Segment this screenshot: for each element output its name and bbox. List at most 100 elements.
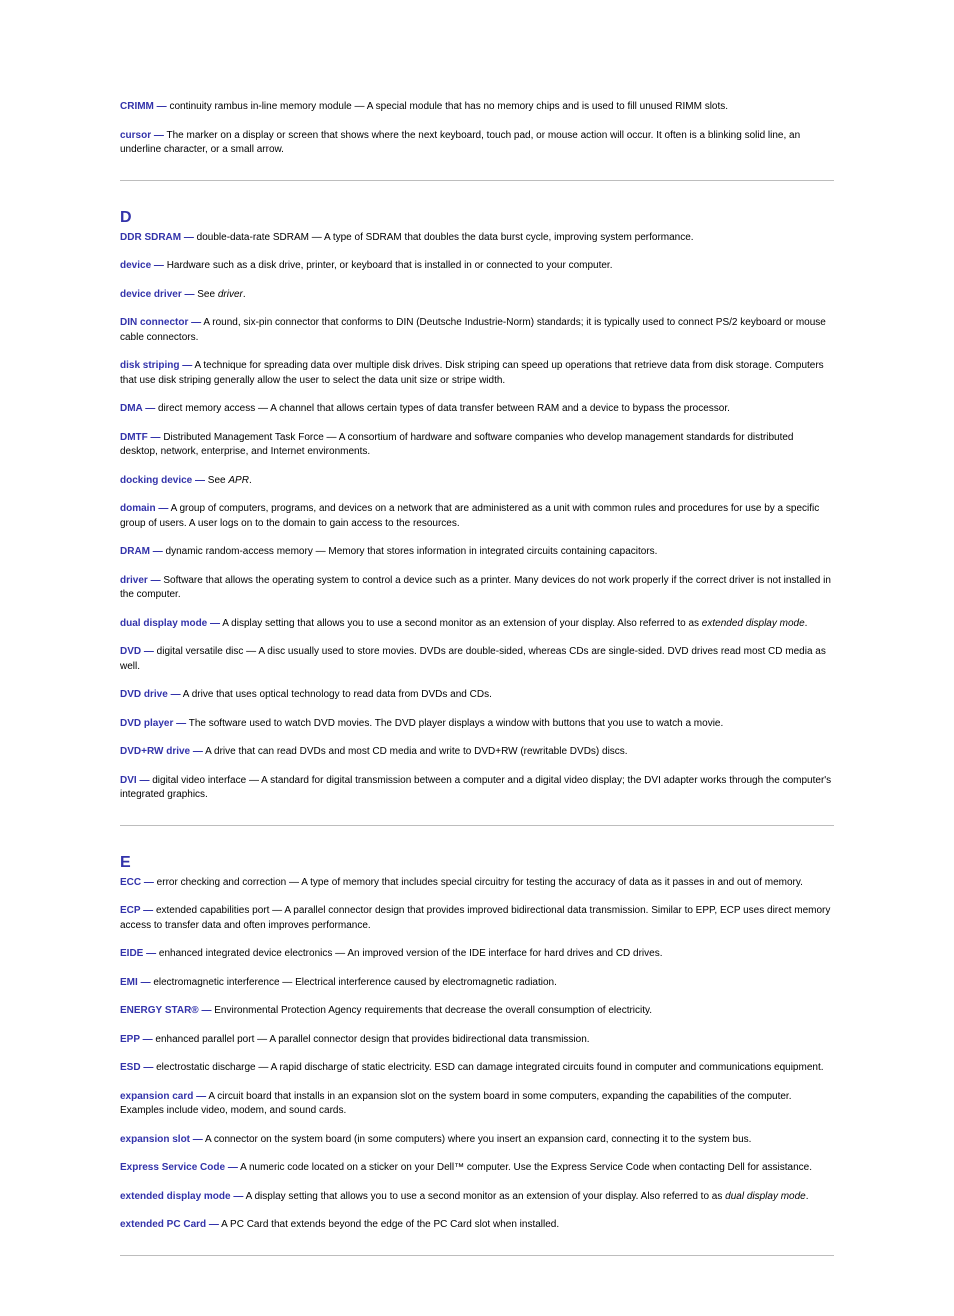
entry-dash: — — [141, 977, 151, 988]
glossary-entry: Express Service Code — A numeric code lo… — [120, 1161, 834, 1176]
glossary-entry: DVI — digital video interface — A standa… — [120, 774, 834, 803]
glossary-term: driver — [120, 575, 151, 586]
see-reference: APR — [228, 475, 249, 486]
glossary-term: docking device — [120, 475, 195, 486]
glossary-definition: direct memory access — A channel that al… — [155, 403, 730, 414]
glossary-definition: A circuit board that installs in an expa… — [120, 1091, 791, 1117]
glossary-definition: Distributed Management Task Force — A co… — [120, 432, 793, 458]
see-reference: extended display mode — [702, 618, 805, 629]
glossary-entry: disk striping — A technique for spreadin… — [120, 359, 834, 388]
glossary-definition: A group of computers, programs, and devi… — [120, 503, 819, 529]
entry-dash: — — [153, 546, 163, 557]
glossary-definition: A connector on the system board (in some… — [203, 1134, 752, 1145]
glossary-definition: A display setting that allows you to use… — [220, 618, 702, 629]
glossary-definition: extended capabilities port — A parallel … — [120, 905, 830, 931]
glossary-term: disk striping — [120, 360, 182, 371]
entry-dash: — — [209, 1219, 219, 1230]
entry-dash: — — [145, 403, 155, 414]
entry-dash: — — [191, 317, 201, 328]
glossary-term: DRAM — [120, 546, 153, 557]
glossary-entry: DMA — direct memory access — A channel t… — [120, 402, 834, 417]
glossary-definition: A numeric code located on a sticker on y… — [238, 1162, 812, 1173]
glossary-term: ECP — [120, 905, 143, 916]
glossary-term: DVD+RW drive — [120, 746, 193, 757]
glossary-definition: A display setting that allows you to use… — [243, 1191, 725, 1202]
section-heading: E — [120, 854, 834, 872]
entry-dash: — — [210, 618, 220, 629]
entry-dash: — — [184, 289, 194, 300]
glossary-entry: extended display mode — A display settin… — [120, 1190, 834, 1205]
glossary-term: DVD — [120, 646, 144, 657]
glossary-term: ENERGY STAR® — [120, 1005, 201, 1016]
glossary-term: CRIMM — [120, 101, 157, 112]
glossary-definition: dynamic random-access memory — Memory th… — [163, 546, 658, 557]
glossary-term: EPP — [120, 1034, 143, 1045]
glossary-term: device — [120, 260, 154, 271]
glossary-definition: A technique for spreading data over mult… — [120, 360, 824, 386]
entry-dash: — — [184, 232, 194, 243]
entry-dash: — — [157, 101, 167, 112]
entry-dash: — — [195, 475, 205, 486]
glossary-definition: continuity rambus in-line memory module … — [167, 101, 728, 112]
glossary-term: extended display mode — [120, 1191, 233, 1202]
entry-dash: — — [154, 260, 164, 271]
definition-tail: . — [243, 289, 246, 300]
glossary-definition: enhanced parallel port — A parallel conn… — [153, 1034, 590, 1045]
entry-dash: — — [143, 1062, 153, 1073]
glossary-entry: EIDE — enhanced integrated device electr… — [120, 947, 834, 962]
glossary-term: DVD drive — [120, 689, 171, 700]
glossary-term: DMTF — [120, 432, 151, 443]
glossary-term: cursor — [120, 130, 154, 141]
entry-dash: — — [144, 646, 154, 657]
entry-dash: — — [233, 1191, 243, 1202]
section-divider — [120, 825, 834, 826]
glossary-definition: See — [205, 475, 228, 486]
definition-tail: . — [249, 475, 252, 486]
glossary-entry: ENERGY STAR® — Environmental Protection … — [120, 1004, 834, 1019]
entry-dash: — — [154, 130, 164, 141]
see-reference: driver — [218, 289, 243, 300]
see-reference: dual display mode — [725, 1191, 806, 1202]
definition-tail: . — [806, 1191, 809, 1202]
glossary-entry: cursor — The marker on a display or scre… — [120, 129, 834, 158]
glossary-entry: dual display mode — A display setting th… — [120, 617, 834, 632]
glossary-entry: CRIMM — continuity rambus in-line memory… — [120, 100, 834, 115]
glossary-entry: domain — A group of computers, programs,… — [120, 502, 834, 531]
glossary-term: DDR SDRAM — [120, 232, 184, 243]
entry-dash: — — [176, 718, 186, 729]
glossary-term: dual display mode — [120, 618, 210, 629]
glossary-term: extended PC Card — [120, 1219, 209, 1230]
entry-dash: — — [144, 877, 154, 888]
glossary-term: DVD player — [120, 718, 176, 729]
glossary-entry: ECP — extended capabilities port — A par… — [120, 904, 834, 933]
glossary-entry: DDR SDRAM — double-data-rate SDRAM — A t… — [120, 231, 834, 246]
glossary-term: EIDE — [120, 948, 146, 959]
glossary-entry: expansion slot — A connector on the syst… — [120, 1133, 834, 1148]
glossary-definition: enhanced integrated device electronics —… — [156, 948, 662, 959]
glossary-definition: The marker on a display or screen that s… — [120, 130, 800, 156]
entry-dash: — — [228, 1162, 238, 1173]
glossary-definition: The software used to watch DVD movies. T… — [186, 718, 723, 729]
entry-dash: — — [193, 1134, 203, 1145]
glossary-definition: double-data-rate SDRAM — A type of SDRAM… — [194, 232, 694, 243]
entry-dash: — — [143, 1034, 153, 1045]
glossary-term: DVI — [120, 775, 139, 786]
glossary-definition: error checking and correction — A type o… — [154, 877, 803, 888]
glossary-entry: device driver — See driver. — [120, 288, 834, 303]
glossary-definition: digital versatile disc — A disc usually … — [120, 646, 826, 672]
glossary-definition: A drive that uses optical technology to … — [181, 689, 492, 700]
section-heading: D — [120, 209, 834, 227]
glossary-entry: EMI — electromagnetic interference — Ele… — [120, 976, 834, 991]
definition-tail: . — [805, 618, 808, 629]
glossary-definition: electrostatic discharge — A rapid discha… — [153, 1062, 823, 1073]
glossary-term: expansion card — [120, 1091, 196, 1102]
section-divider — [120, 1255, 834, 1256]
section-divider — [120, 180, 834, 181]
glossary-definition: Hardware such as a disk drive, printer, … — [164, 260, 613, 271]
entry-dash: — — [193, 746, 203, 757]
glossary-definition: A round, six-pin connector that conforms… — [120, 317, 826, 343]
glossary-entry: driver — Software that allows the operat… — [120, 574, 834, 603]
entry-dash: — — [139, 775, 149, 786]
glossary-term: expansion slot — [120, 1134, 193, 1145]
glossary-entry: docking device — See APR. — [120, 474, 834, 489]
